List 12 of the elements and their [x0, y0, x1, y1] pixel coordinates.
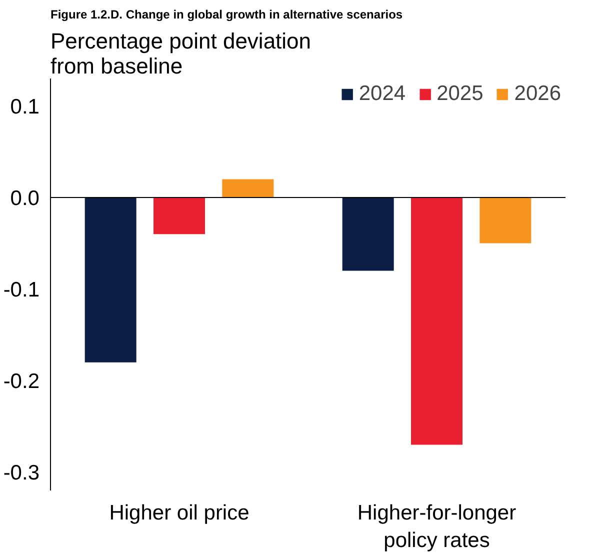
y-tick-label: -0.1: [3, 278, 40, 302]
x-tick-label: Higher-for-longer policy rates: [357, 502, 516, 552]
legend-label: 2026: [514, 82, 561, 106]
legend-label: 2025: [436, 82, 484, 106]
y-axis-title: Percentage point deviation from baseline: [50, 28, 312, 78]
chart-title: Figure 1.2.D. Change in global growth in alternative scenarios: [50, 8, 403, 22]
x-tick-label: Higher oil price: [109, 502, 250, 524]
y-tick-label: 0.1: [10, 95, 40, 118]
legend-label: 2024: [358, 82, 406, 106]
y-tick-label: 0.0: [10, 187, 40, 210]
y-tick-label: -0.3: [3, 462, 40, 485]
y-tick-label: -0.2: [3, 370, 40, 394]
